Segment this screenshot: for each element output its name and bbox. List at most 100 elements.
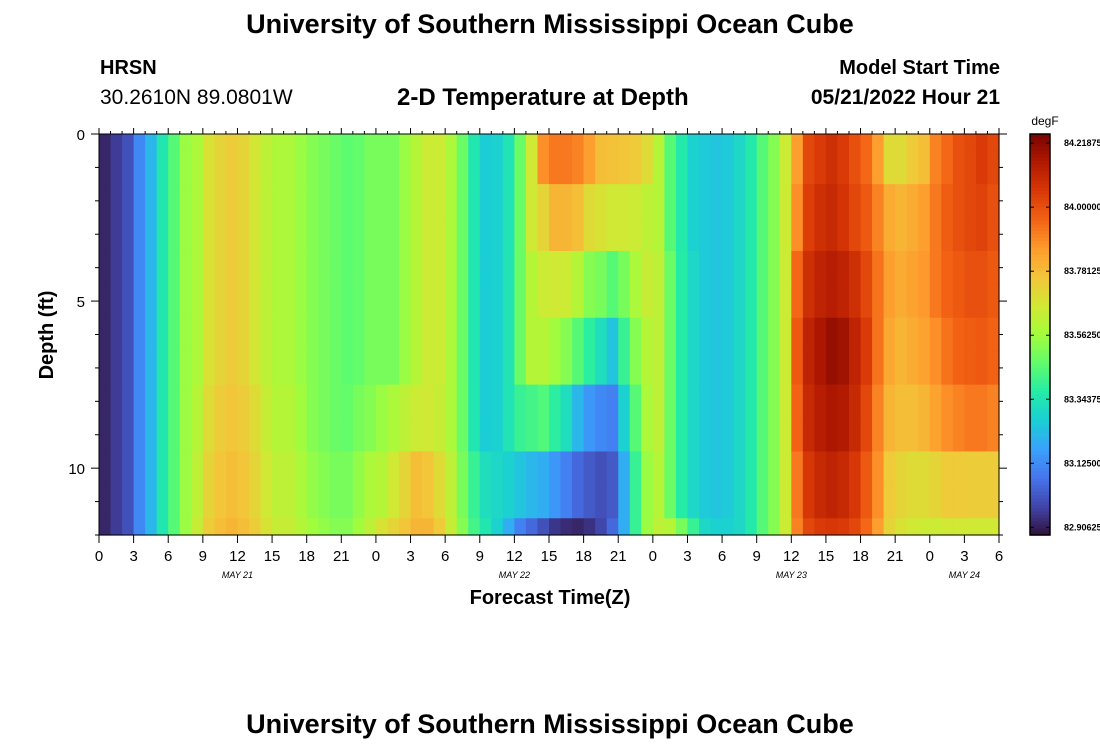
heatmap-cell	[779, 418, 792, 453]
heatmap-cell	[560, 134, 573, 152]
x-tick-label: 15	[818, 548, 835, 565]
heatmap-cell	[745, 418, 758, 453]
heatmap-cell	[260, 518, 273, 536]
heatmap-cell	[849, 518, 862, 536]
heatmap-cell	[952, 484, 965, 519]
x-tick-label: 15	[541, 548, 558, 565]
station-name: HRSN	[100, 57, 157, 79]
heatmap-cell	[964, 384, 977, 419]
heatmap-cell	[260, 284, 273, 319]
heatmap-cell	[906, 317, 919, 352]
colorbar-swatch	[1030, 264, 1050, 269]
heatmap-cell	[122, 518, 135, 536]
heatmap-cell	[260, 217, 273, 252]
heatmap-cell	[710, 217, 723, 252]
heatmap-cell	[202, 418, 215, 453]
heatmap-cell	[399, 284, 412, 319]
heatmap-cell	[710, 484, 723, 519]
colorbar-swatch	[1030, 187, 1050, 192]
heatmap-cell	[352, 150, 365, 185]
heatmap-cell	[237, 451, 250, 486]
heatmap-cell	[906, 284, 919, 319]
heatmap-cell	[422, 351, 435, 386]
heatmap-cell	[975, 451, 989, 486]
heatmap-cell	[675, 518, 689, 536]
heatmap-cell	[145, 184, 158, 219]
heatmap-cell	[272, 484, 285, 519]
heatmap-cell	[283, 518, 296, 536]
colorbar-swatch	[1030, 150, 1050, 155]
heatmap-cell	[745, 484, 758, 519]
heatmap-cell	[99, 284, 112, 319]
colorbar-swatch	[1030, 157, 1050, 162]
heatmap-cell	[283, 184, 296, 219]
heatmap-cell	[260, 317, 273, 352]
heatmap-cell	[745, 384, 758, 419]
heatmap-cell	[964, 184, 977, 219]
heatmap-cell	[710, 184, 723, 219]
heatmap-cell	[929, 317, 942, 352]
heatmap-cell	[272, 451, 285, 486]
x-tick-label: 9	[199, 548, 207, 565]
heatmap-cell	[422, 217, 435, 252]
heatmap-cell	[952, 317, 965, 352]
heatmap-cell	[214, 284, 227, 319]
heatmap-cell	[849, 217, 862, 252]
heatmap-cell	[618, 484, 631, 519]
heatmap-cell	[318, 250, 331, 285]
heatmap-cell	[225, 284, 239, 319]
heatmap-cell	[318, 484, 331, 519]
colorbar-swatch	[1030, 147, 1050, 152]
heatmap-cell	[468, 134, 481, 152]
heatmap-cell	[722, 384, 735, 419]
heatmap-cell	[895, 451, 908, 486]
heatmap-cell	[502, 150, 515, 185]
heatmap-cell	[191, 134, 204, 152]
heatmap-cell	[99, 184, 112, 219]
heatmap-cell	[306, 250, 319, 285]
heatmap-cell	[133, 184, 146, 219]
heatmap-cell	[572, 384, 585, 419]
heatmap-cell	[468, 451, 481, 486]
heatmap-cell	[687, 484, 700, 519]
heatmap-cell	[860, 134, 873, 152]
heatmap-cell	[410, 150, 423, 185]
heatmap-cell	[433, 284, 446, 319]
heatmap-cell	[906, 217, 919, 252]
heatmap-cell	[249, 518, 262, 536]
heatmap-cell	[987, 418, 1000, 453]
heatmap-cell	[202, 134, 215, 152]
heatmap-cell	[399, 150, 412, 185]
heatmap-cell	[202, 384, 215, 419]
heatmap-cell	[952, 217, 965, 252]
heatmap-cell	[445, 484, 458, 519]
heatmap-cell	[156, 518, 169, 536]
heatmap-cell	[352, 418, 365, 453]
colorbar-swatch	[1030, 334, 1050, 339]
heatmap-cell	[975, 250, 989, 285]
heatmap-cell	[191, 250, 204, 285]
heatmap-cell	[895, 250, 908, 285]
heatmap-cell	[329, 384, 342, 419]
heatmap-cell	[306, 451, 319, 486]
heatmap-cell	[283, 451, 296, 486]
heatmap-cell	[537, 418, 550, 453]
heatmap-cell	[618, 284, 631, 319]
heatmap-cell	[110, 250, 123, 285]
heatmap-cell	[329, 418, 342, 453]
heatmap-cell	[122, 284, 135, 319]
heatmap-cell	[710, 134, 723, 152]
heatmap-cell	[410, 418, 423, 453]
heatmap-cell	[537, 184, 550, 219]
colorbar-swatch	[1030, 414, 1050, 419]
heatmap-cell	[814, 250, 827, 285]
heatmap-cell	[791, 484, 804, 519]
heatmap-cell	[352, 451, 365, 486]
heatmap-cell	[825, 184, 839, 219]
heatmap-cell	[375, 484, 389, 519]
heatmap-cell	[629, 284, 642, 319]
heatmap-cell	[514, 484, 527, 519]
heatmap-cell	[825, 518, 839, 536]
heatmap-cell	[722, 351, 735, 386]
colorbar-swatch	[1030, 474, 1050, 479]
